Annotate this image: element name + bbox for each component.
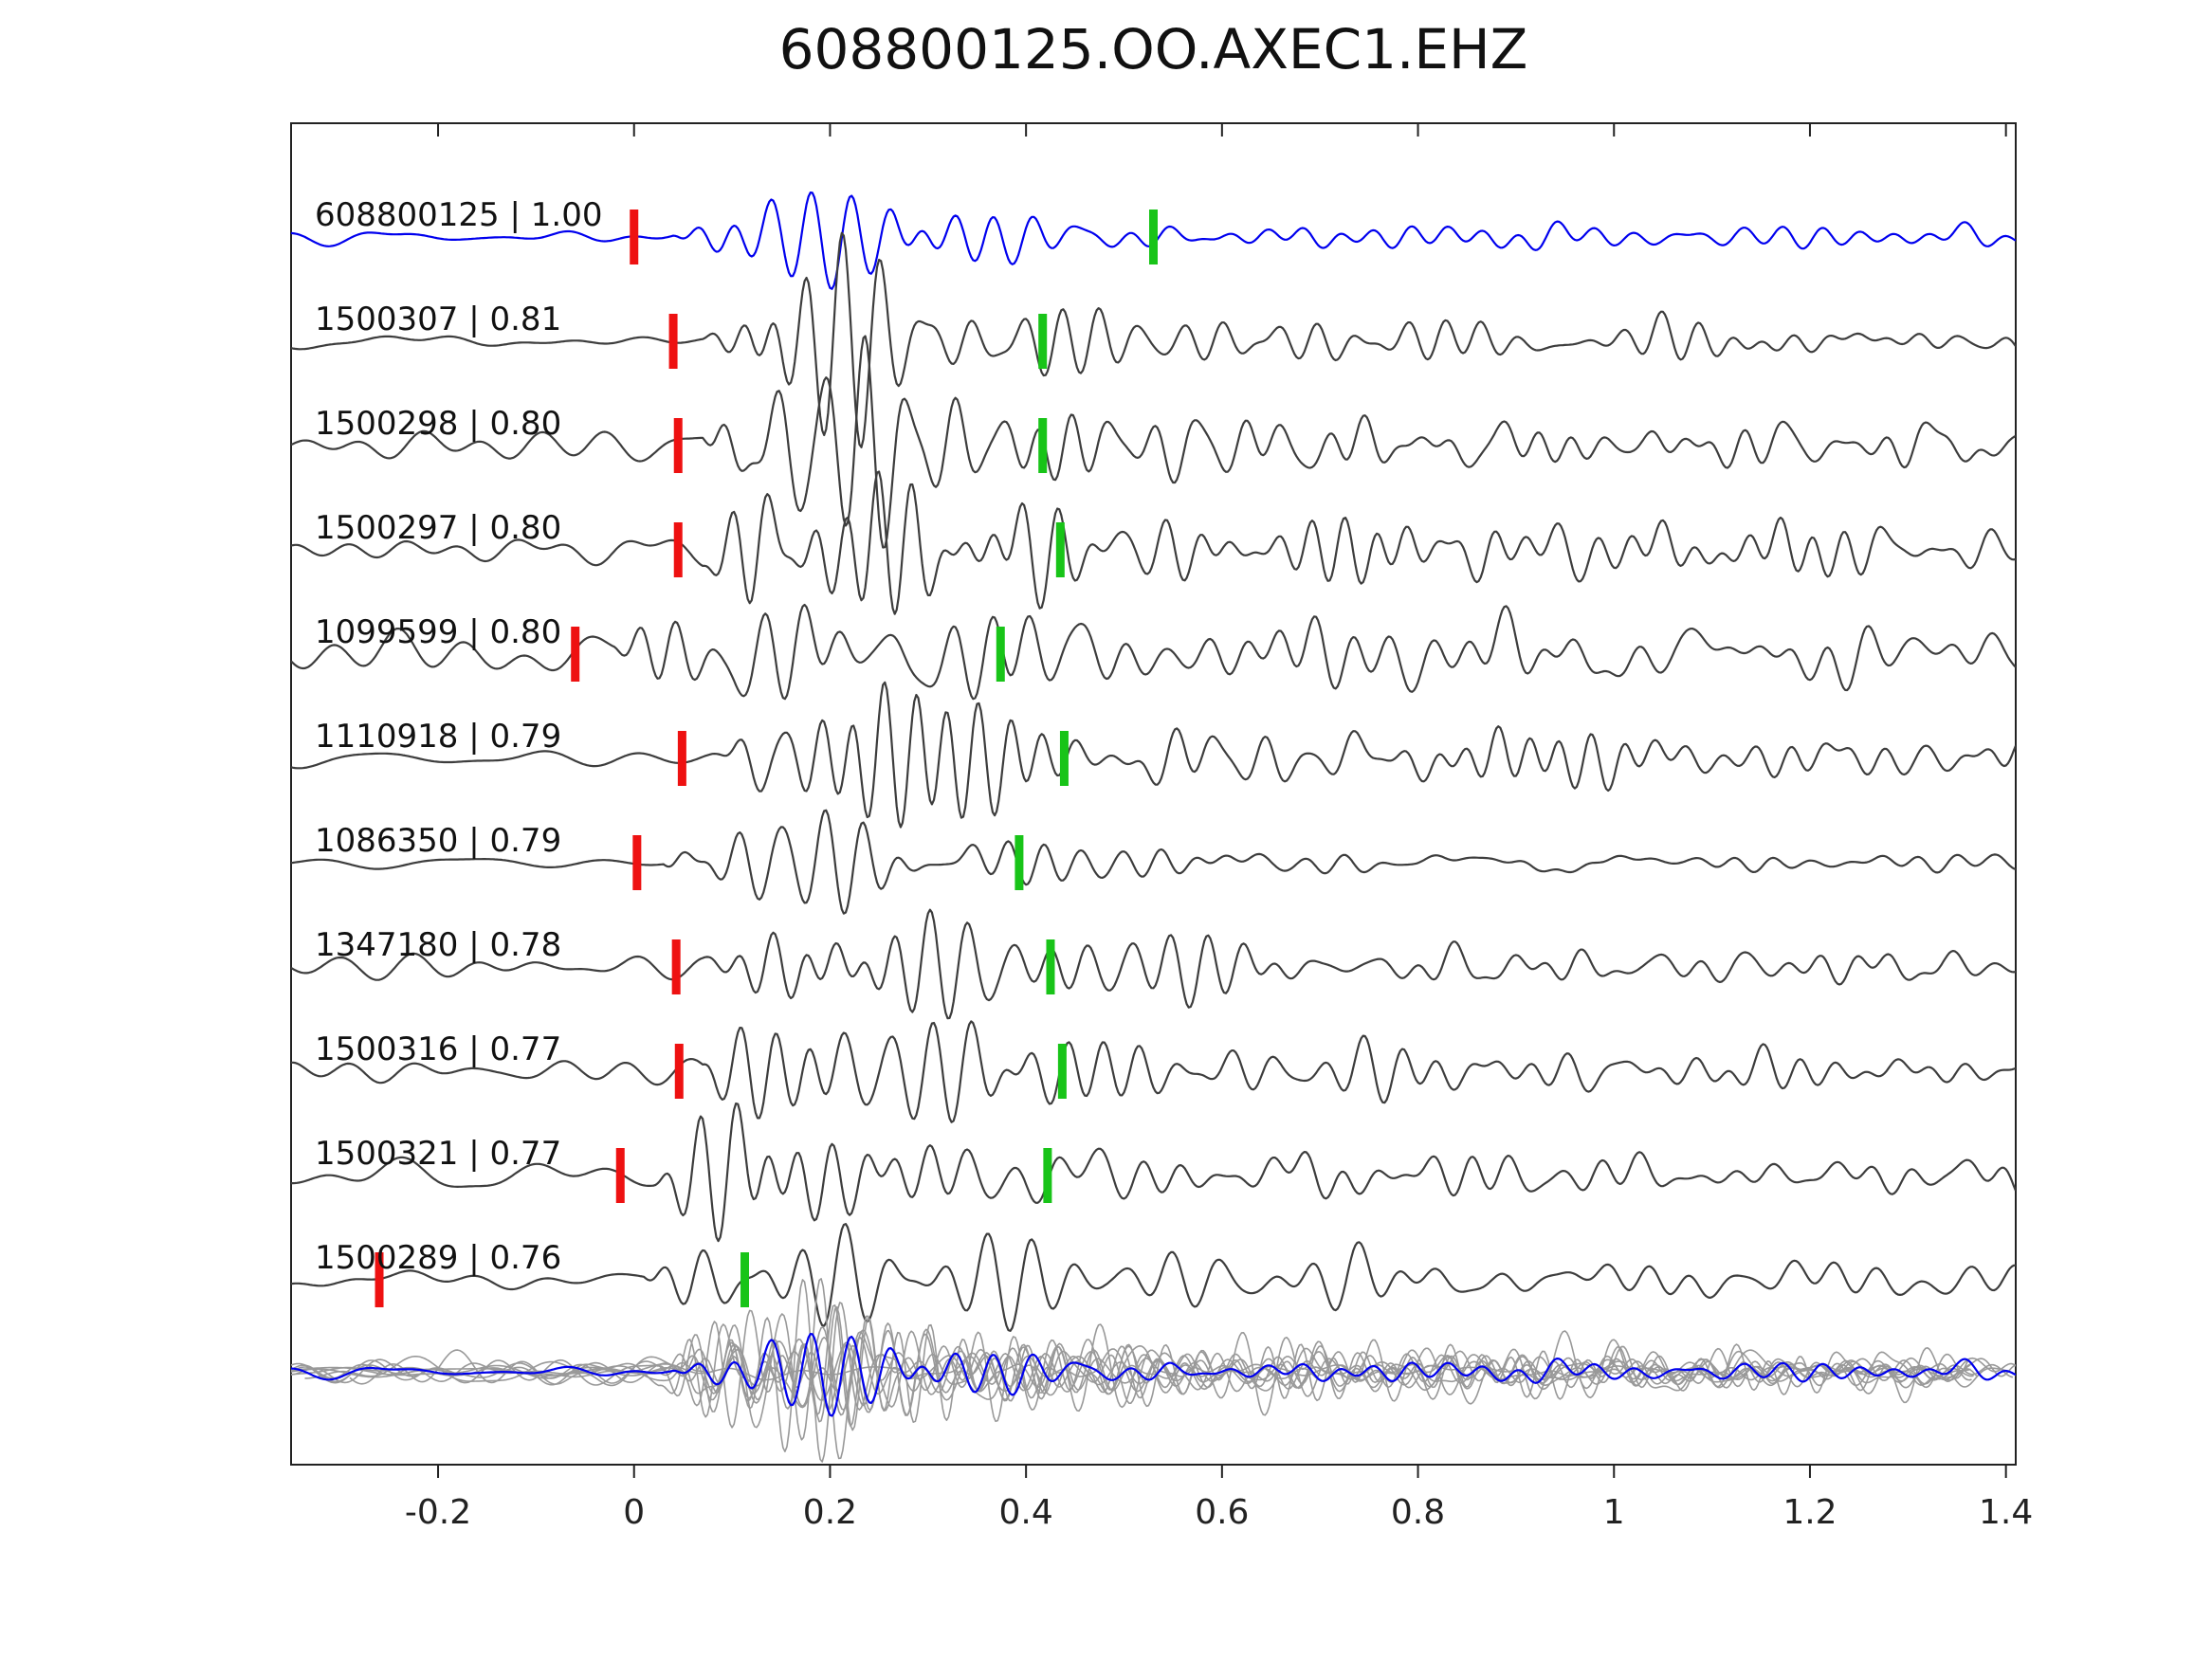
red-pick-marker: [668, 314, 678, 369]
red-pick-marker: [571, 627, 580, 682]
overlay-row: [291, 1278, 2016, 1463]
trace-label: 1347180 | 0.78: [315, 926, 561, 964]
waveform-trace: [291, 470, 2016, 615]
overlay-trace: [291, 1322, 1974, 1416]
green-pick-marker: [1055, 522, 1065, 577]
x-tick-label: 0.2: [803, 1493, 857, 1532]
red-pick-marker: [630, 210, 639, 264]
trace-label: 1500321 | 0.77: [315, 1135, 561, 1173]
trace-row-1500289: 1500289 | 0.76: [291, 1223, 2016, 1332]
traces-area: 608800125 | 1.00 1500307 | 0.81 1500298 | …: [291, 191, 2016, 1463]
trace-row-1500307: 1500307 | 0.81: [291, 231, 2016, 448]
red-pick-marker: [677, 731, 686, 786]
trace-label: 1086350 | 0.79: [315, 822, 561, 860]
x-tick-label: 0: [623, 1493, 645, 1532]
trace-label: 1500298 | 0.80: [315, 405, 561, 443]
green-pick-marker: [740, 1252, 750, 1307]
green-pick-marker: [1149, 210, 1158, 264]
red-pick-marker: [674, 1044, 684, 1099]
x-tick-label: -0.2: [405, 1493, 471, 1532]
green-pick-marker: [1046, 939, 1055, 994]
red-pick-marker: [375, 1252, 384, 1307]
trace-row-1099599: 1099599 | 0.80: [291, 603, 2016, 701]
red-pick-marker: [673, 418, 683, 473]
trace-row-1086350: 1086350 | 0.79: [291, 809, 2016, 915]
waveform-trace: [291, 1102, 2016, 1243]
trace-label: 1099599 | 0.80: [315, 613, 561, 651]
waveform-trace: [291, 231, 2016, 448]
trace-row-1347180: 1347180 | 0.78: [291, 908, 2016, 1020]
x-tick-label: 1.2: [1782, 1493, 1837, 1532]
red-pick-marker: [615, 1148, 625, 1203]
green-pick-marker: [1015, 835, 1024, 890]
x-tick-label: 0.8: [1391, 1493, 1445, 1532]
trace-label: 608800125 | 1.00: [315, 196, 602, 234]
trace-label: 1500289 | 0.76: [315, 1239, 561, 1277]
trace-row-1500321: 1500321 | 0.77: [291, 1102, 2016, 1243]
trace-row-1500298: 1500298 | 0.80: [291, 335, 2016, 549]
overlay-reference-trace: [291, 1333, 2016, 1417]
figure-title: 608800125.OO.AXEC1.EHZ: [778, 17, 1528, 82]
x-tick-label: 0.4: [999, 1493, 1053, 1532]
x-tick-label: 1: [1603, 1493, 1625, 1532]
waveform-trace: [291, 809, 2016, 915]
trace-label: 1110918 | 0.79: [315, 718, 561, 756]
trace-row-608800125: 608800125 | 1.00: [291, 191, 2016, 290]
waveform-trace: [291, 335, 2016, 549]
red-pick-marker: [673, 522, 683, 577]
waveform-trace: [291, 1020, 2016, 1123]
trace-row-1500297: 1500297 | 0.80: [291, 470, 2016, 615]
waveform-trace: [291, 681, 2016, 829]
green-pick-marker: [1038, 418, 1048, 473]
x-tick-label: 1.4: [1979, 1493, 2033, 1532]
trace-label: 1500297 | 0.80: [315, 509, 561, 547]
green-pick-marker: [1038, 314, 1048, 369]
overlay-trace: [545, 1323, 2016, 1416]
trace-label: 1500316 | 0.77: [315, 1030, 561, 1068]
trace-label: 1500307 | 0.81: [315, 301, 561, 338]
red-pick-marker: [671, 939, 681, 994]
trace-row-1500316: 1500316 | 0.77: [291, 1020, 2016, 1123]
waveform-trace: [291, 908, 2016, 1020]
green-pick-marker: [996, 627, 1005, 682]
trace-row-1110918: 1110918 | 0.79: [291, 681, 2016, 829]
green-pick-marker: [1057, 1044, 1067, 1099]
green-pick-marker: [1043, 1148, 1052, 1203]
plot-border: [290, 122, 2017, 1466]
overlay-trace: [349, 1329, 2016, 1411]
green-pick-marker: [1059, 731, 1069, 786]
x-tick-label: 0.6: [1195, 1493, 1249, 1532]
red-pick-marker: [632, 835, 642, 890]
overlay-trace: [291, 1304, 1972, 1428]
waveform-trace: [291, 1223, 2016, 1332]
